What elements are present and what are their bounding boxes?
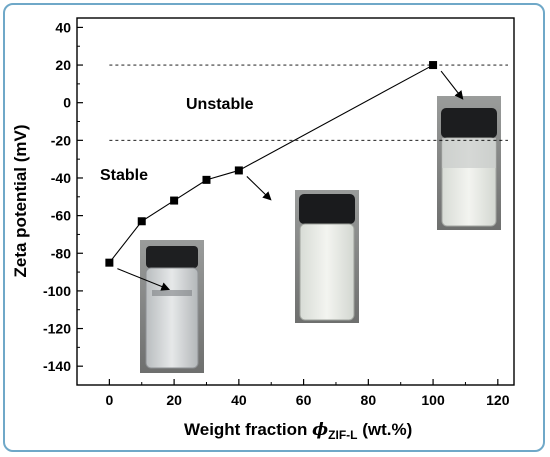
y-tick-label: -60 (51, 208, 71, 224)
x-tick-label: 80 (361, 392, 377, 408)
reference-lines (109, 64, 508, 141)
vial-photo-100wt (437, 96, 501, 230)
photo-arrow-0 (117, 268, 171, 291)
x-axis-title-symbol: ϕ (312, 420, 328, 440)
data-point (137, 217, 146, 226)
x-tick-label: 40 (231, 392, 247, 408)
y-tick-label: -120 (43, 321, 71, 337)
x-tick-label: 20 (166, 392, 182, 408)
x-axis-title-unit: (wt.%) (357, 420, 412, 439)
data-point (202, 175, 211, 184)
data-point (234, 166, 243, 175)
y-tick-label: -80 (51, 245, 71, 261)
x-tick-label: 0 (105, 392, 113, 408)
data-point (170, 196, 179, 205)
y-axis-title: Zeta potential (mV) (11, 124, 30, 277)
x-axis-title: Weight fraction ϕZIF-L (wt.%) (184, 420, 412, 442)
photo-arrow-2 (440, 70, 464, 100)
x-tick-label: 100 (421, 392, 445, 408)
vial-photo-0wt (140, 240, 204, 373)
y-tick-label: 20 (55, 57, 71, 73)
series-line (108, 64, 434, 264)
vial-photo-40wt (295, 190, 359, 323)
x-axis-title-main: Weight fraction (184, 420, 312, 439)
plot-area (76, 17, 515, 386)
annotation-unstable: Unstable (186, 96, 254, 113)
y-tick-label: -20 (51, 132, 71, 148)
y-tick-label: -40 (51, 170, 71, 186)
y-tick-label: -140 (43, 358, 71, 374)
x-tick-label: 120 (486, 392, 510, 408)
x-axis-title-subscript: ZIF-L (328, 428, 357, 442)
x-tick-label: 60 (296, 392, 312, 408)
photo-arrow-1 (246, 176, 272, 201)
axis-ticks: 40 20 0 -20 -40 -60 -80 -100 -120 -140 0 20 40 60 80 10… (43, 19, 510, 408)
data-point (429, 61, 438, 70)
y-tick-label: 0 (63, 95, 71, 111)
annotation-stable: Stable (100, 167, 148, 184)
y-tick-label: -100 (43, 283, 71, 299)
data-point (105, 258, 114, 267)
y-tick-label: 40 (55, 19, 71, 35)
data-series (105, 61, 438, 267)
photo-arrows (117, 70, 464, 291)
